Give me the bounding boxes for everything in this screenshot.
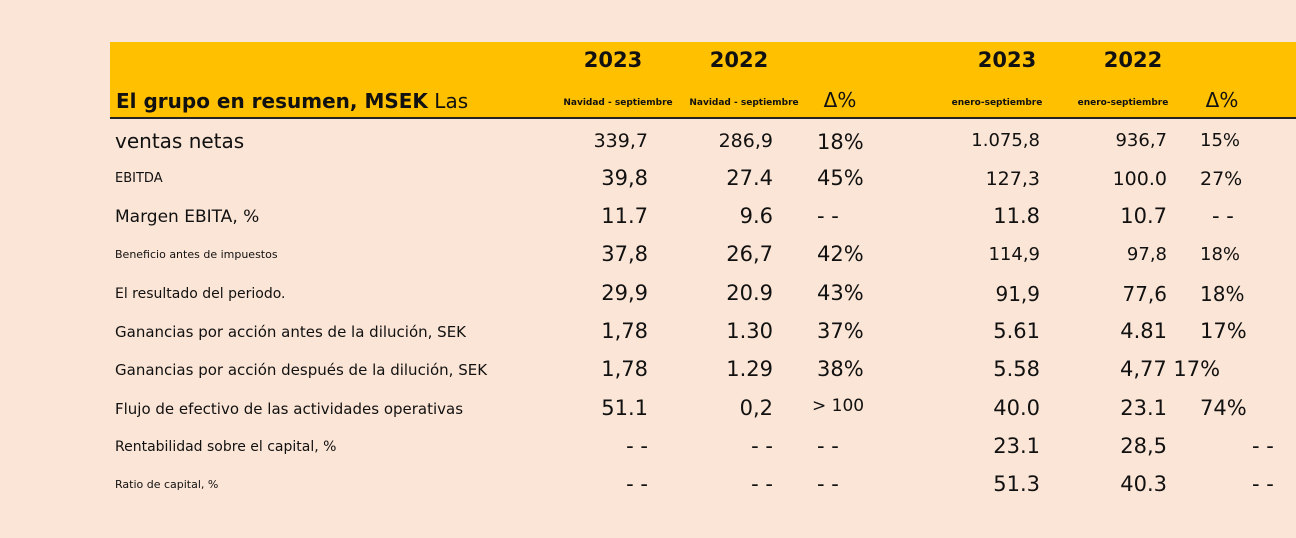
row-label: Rentabilidad sobre el capital, % [115, 438, 337, 455]
value-y2023: 11.8 [993, 204, 1040, 229]
value-y2022: 97,8 [1126, 244, 1167, 266]
value-q2022: - - [751, 472, 773, 497]
delta-quarter: - - [817, 204, 839, 229]
value-q2023: - - [626, 434, 648, 459]
period-header-y2023: enero-septiembre [951, 98, 1043, 108]
value-q2022: 286,9 [718, 129, 773, 152]
delta-quarter: > 100 [812, 396, 865, 417]
value-y2023: 114,9 [988, 244, 1040, 266]
period-header-q2022: Navidad - septiembre [689, 98, 799, 108]
delta-year: - - [1252, 472, 1274, 497]
delta-quarter: 18% [817, 129, 864, 154]
value-q2023: 1,78 [601, 319, 648, 344]
value-q2022: - - [751, 434, 773, 459]
value-y2023: 5.61 [993, 319, 1040, 344]
period-header-y2022: enero-septiembre [1077, 98, 1169, 108]
value-y2023: 5.58 [993, 357, 1040, 382]
period-header-q2023: Navidad - septiembre [563, 98, 673, 108]
delta-quarter: - - [817, 472, 839, 497]
row-label: Beneficio antes de impuestos [115, 248, 278, 262]
row-label: ventas netas [115, 129, 245, 153]
delta-year: 18% [1200, 282, 1245, 306]
value-y2022: 4,77 17% [1120, 357, 1221, 382]
value-y2023: 23.1 [993, 434, 1040, 459]
value-y2022: 77,6 [1122, 282, 1167, 306]
value-y2022: 40.3 [1120, 472, 1167, 497]
value-y2022: 23.1 [1120, 396, 1167, 421]
delta-year: - - [1252, 434, 1274, 459]
value-y2023: 51.3 [993, 472, 1040, 497]
delta-year: 27% [1200, 167, 1243, 190]
row-label: Ratio de capital, % [115, 478, 219, 492]
value-q2022: 0,2 [739, 396, 773, 421]
value-y2022: 28,5 [1120, 434, 1167, 459]
value-q2023: 51.1 [601, 396, 648, 421]
header-band [110, 42, 1296, 119]
year-header-y2023: 2023 [977, 48, 1037, 72]
row-label: EBITDA [115, 171, 163, 187]
value-q2022: 26,7 [726, 242, 773, 267]
value-y2022: 10.7 [1120, 204, 1167, 229]
delta-quarter: 43% [817, 281, 864, 306]
title-bold: El grupo en resumen, MSEK [116, 89, 428, 113]
value-q2023: 39,8 [601, 166, 648, 191]
row-label: Flujo de efectivo de las actividades ope… [115, 400, 464, 418]
value-q2023: 339,7 [593, 129, 648, 152]
value-y2022: 936,7 [1115, 130, 1167, 152]
table-title: El grupo en resumen, MSEK Las [116, 89, 468, 113]
delta-year: 15% [1200, 130, 1241, 152]
delta-year: 18% [1200, 244, 1241, 266]
delta-year: 17% [1200, 319, 1247, 344]
year-header-q2022: 2022 [709, 48, 769, 72]
value-y2023: 127,3 [985, 167, 1040, 190]
value-q2023: 37,8 [601, 242, 648, 267]
value-q2023: - - [626, 472, 648, 497]
row-label: El resultado del periodo. [115, 285, 286, 302]
delta-quarter: 42% [817, 242, 864, 267]
delta-header-quarter: Δ% [823, 88, 857, 112]
delta-quarter: 37% [817, 319, 864, 344]
row-label: Ganancias por acción antes de la dilució… [115, 323, 467, 341]
value-y2022: 100.0 [1112, 167, 1167, 190]
value-q2022: 9.6 [739, 204, 773, 229]
value-q2022: 1.29 [726, 357, 773, 382]
value-q2022: 1.30 [726, 319, 773, 344]
year-header-q2023: 2023 [583, 48, 643, 72]
delta-quarter: 38% [817, 357, 864, 382]
row-label: Ganancias por acción después de la diluc… [115, 361, 488, 379]
value-q2023: 1,78 [601, 357, 648, 382]
delta-header-year: Δ% [1205, 88, 1239, 112]
value-q2022: 27.4 [726, 166, 773, 191]
delta-quarter: 45% [817, 166, 864, 191]
value-q2023: 11.7 [601, 204, 648, 229]
delta-quarter: - - [817, 434, 839, 459]
delta-year: 74% [1200, 396, 1247, 421]
value-y2023: 91,9 [995, 282, 1040, 306]
value-y2022: 4.81 [1120, 319, 1167, 344]
value-y2023: 1.075,8 [971, 130, 1040, 152]
title-rest: Las [427, 89, 469, 113]
year-header-y2022: 2022 [1103, 48, 1163, 72]
row-label: Margen EBITA, % [115, 206, 260, 227]
value-q2022: 20.9 [726, 281, 773, 306]
value-y2023: 40.0 [993, 396, 1040, 421]
value-q2023: 29,9 [601, 281, 648, 306]
delta-year: - - [1212, 204, 1234, 229]
